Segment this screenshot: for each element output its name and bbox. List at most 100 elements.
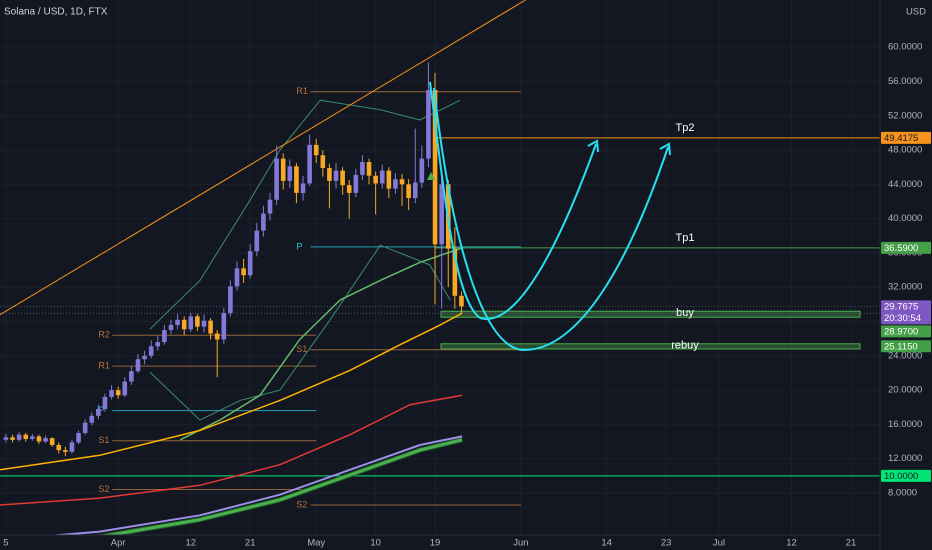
pivot-label: S2: [296, 499, 307, 509]
candle-body: [234, 268, 240, 287]
candle-body: [406, 184, 411, 199]
pivot-label: R2: [98, 330, 110, 340]
candle-body: [181, 319, 187, 330]
price-label-bg: [881, 340, 931, 353]
x-tick-label: 21: [846, 538, 857, 549]
y-tick-label: 24.0000: [888, 350, 922, 361]
candle-body: [294, 166, 299, 193]
candle-body: [23, 434, 29, 439]
y-tick-label: 48.0000: [888, 145, 922, 156]
price-label: 49.4175: [884, 133, 918, 144]
price-label: 36.5900: [884, 243, 918, 254]
candle-body: [280, 158, 286, 181]
candle-body: [228, 286, 233, 313]
zone-label: buy: [676, 307, 694, 319]
candle-body: [373, 175, 378, 184]
pivot-label: R1: [98, 360, 110, 370]
plot-area: R1 P S1 S2 R2 R1 P S1 S2 buy rebuy Tp2 Tp1: [0, 0, 880, 535]
candle-body: [214, 333, 220, 340]
candle-body: [452, 248, 458, 296]
y-tick-label: 60.0000: [888, 42, 922, 53]
price-label-bg: [881, 325, 931, 338]
candle-body: [63, 450, 68, 452]
candle-body: [155, 342, 161, 347]
candle-body: [69, 442, 75, 452]
pivot-label: P: [98, 405, 104, 415]
indicator-line: [0, 312, 463, 471]
zone: [440, 310, 861, 318]
candle-body: [115, 390, 121, 396]
pivot-label: S1: [98, 435, 109, 445]
y-tick-label: 8.0000: [888, 488, 917, 499]
indicator-line: [0, 394, 463, 506]
indicator-line: [100, 438, 463, 535]
candle-body: [366, 162, 372, 176]
candle-body: [76, 432, 81, 443]
candle-body: [261, 213, 266, 231]
x-tick-label: May: [307, 538, 325, 549]
candle-body: [399, 179, 405, 185]
x-tick-label: 21: [245, 538, 256, 549]
candle-body: [333, 170, 339, 181]
y-tick-label: 40.0000: [888, 213, 922, 224]
x-tick-label: Apr: [111, 538, 126, 549]
candle-body: [247, 251, 253, 276]
candle-body: [439, 184, 444, 245]
candle-body: [300, 183, 306, 193]
candle-body: [16, 434, 22, 440]
candle-body: [135, 359, 141, 372]
zone: [440, 343, 861, 350]
x-tick-label: 10: [370, 538, 381, 549]
candle-body: [386, 170, 392, 189]
pivot-label: P: [296, 241, 302, 251]
candle-body: [36, 436, 42, 442]
x-tick-label: 5: [3, 538, 8, 549]
candle-body: [102, 396, 108, 409]
candle-body: [195, 316, 200, 327]
candle-body: [274, 158, 279, 200]
candle-body: [188, 316, 194, 330]
price-axis: [880, 0, 932, 550]
candle-body: [129, 371, 134, 382]
level-name: Tp1: [676, 232, 695, 244]
candle-body: [241, 268, 246, 276]
pivot-label: S2: [98, 484, 109, 494]
candle-body: [122, 381, 128, 396]
candle-body: [142, 355, 147, 360]
pivot-label: S1: [296, 344, 307, 354]
candle-body: [208, 320, 213, 334]
price-label-bg: [881, 300, 931, 325]
candle-body: [43, 438, 48, 442]
y-tick-label: 44.0000: [888, 179, 922, 190]
candle-body: [412, 182, 418, 199]
candle-body: [254, 230, 260, 252]
candle-body: [30, 436, 35, 439]
candle-body: [320, 155, 326, 169]
candle-body: [56, 444, 62, 451]
pivot-label: R1: [296, 86, 308, 96]
indicator-line: [0, 0, 526, 316]
arrow-head: [659, 142, 671, 156]
price-label: 10.0000: [884, 471, 918, 482]
y-tick-label: 32.0000: [888, 282, 922, 293]
candle-body: [267, 199, 273, 214]
y-tick-label: 20.0000: [888, 385, 922, 396]
x-tick-label: Jun: [513, 538, 528, 549]
y-tick-label: 52.0000: [888, 110, 922, 121]
candle-body: [10, 437, 15, 440]
candle-body: [221, 312, 227, 340]
arrow-curve: [429, 81, 597, 320]
indicator-line: [179, 247, 463, 441]
candle-body: [201, 320, 207, 327]
candle-body: [109, 390, 114, 397]
x-tick-label: 23: [661, 538, 672, 549]
x-tick-label: 19: [430, 538, 441, 549]
candle-body: [426, 90, 431, 159]
candle-body: [379, 170, 385, 184]
candle-body: [346, 185, 352, 193]
price-label: 29.7675: [884, 301, 918, 312]
candle-body: [287, 166, 293, 181]
candle-body: [340, 170, 345, 186]
candle-body: [353, 174, 359, 193]
